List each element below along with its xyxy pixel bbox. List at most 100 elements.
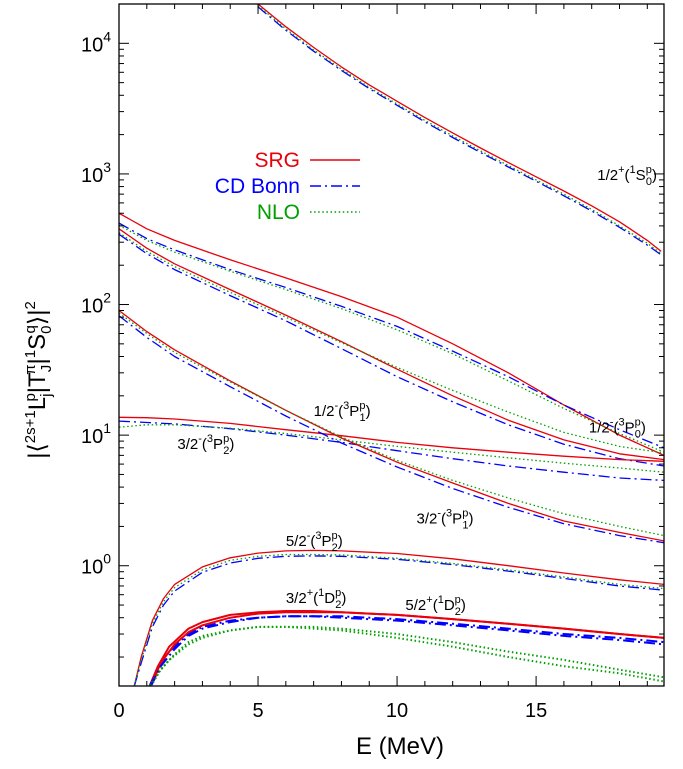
ylabel-sup: q [22,325,39,333]
y-tick-base: 10 [81,165,103,187]
curve-cd-bonn-6 [133,555,664,686]
label-open-paren: ( [202,436,207,453]
curve-nlo-6 [133,553,664,686]
curves-group [119,4,664,686]
legend-label: CD Bonn [215,175,300,198]
channel-label: 3/2-(3Pp 2) [177,433,234,457]
label-parity: + [307,587,313,599]
y-tick-label: 102 [81,290,111,318]
label-open-paren: ( [613,419,618,436]
y-tick-exponent: 1 [103,420,111,436]
label-close-paren: ) [229,436,234,453]
curve-srg-5 [119,309,664,542]
label-j: 3/2 [286,590,307,607]
label-sub: 2 [332,542,338,554]
label-j: 1/2 [597,167,618,184]
label-j: 5/2 [405,597,426,614]
ylabel-bar: | [24,358,51,364]
label-spin: 3 [315,530,321,542]
y-tick-label: 104 [81,28,111,56]
ylabel-sub: 0 [38,325,55,333]
curve-cd-bonn-2 [119,222,664,449]
curve-srg-2 [119,212,664,456]
label-parity: - [610,416,614,428]
label-open-paren: ( [310,533,315,550]
label-sub: 1 [359,412,365,424]
legend-label: NLO [257,201,300,224]
label-orbital: D [324,590,335,607]
label-j: 1/2 [589,419,610,436]
ylabel-T: |T [24,372,51,393]
x-tick-label: 10 [386,700,408,722]
curve-nlo-2 [119,224,664,453]
ylabel-sup: 1 [22,350,39,358]
label-close-paren: ) [338,533,343,550]
ylabel-S: S [24,334,51,350]
plot-area [119,4,664,686]
y-tick-exponent: 3 [103,159,111,175]
label-j: 1/2 [314,403,335,420]
label-open-paren: ( [313,590,318,607]
label-sup-p: p [335,587,341,599]
label-open-paren: ( [441,511,446,528]
curve-srg-1 [257,4,662,252]
x-tick-label: 15 [525,700,547,722]
label-open-paren: ( [625,167,630,184]
channel-label: 3/2-(3Pp 1) [417,508,474,532]
curve-srg-8 [150,611,664,686]
label-sup-p: p [332,530,338,542]
label-orbital: D [444,597,455,614]
label-j: 3/2 [177,436,198,453]
curve-cd-bonn-4 [119,420,664,482]
label-sup-p: p [223,433,229,445]
curve-nlo-7 [148,625,664,686]
plot-frame [118,3,665,687]
x-tick-label: 5 [252,700,263,722]
label-parity: - [307,530,311,542]
curve-srg-6 [133,549,664,686]
label-close-paren: ) [366,403,371,420]
label-sup-p: p [646,164,652,176]
y-tick-label: 103 [81,159,111,187]
channel-labels: 1/2+(1Sp 0)1/2-(3Pp 0)1/2-(3Pp 1)3/2-(3Pp 2)… [177,164,657,618]
curve-nlo-1 [257,5,662,255]
label-parity: - [437,508,441,520]
ylabel-sub: j [38,394,55,398]
label-open-paren: ( [433,597,438,614]
y-tick-base: 10 [81,34,103,56]
label-spin: 1 [318,587,324,599]
ylabel-sub: J [38,365,55,373]
label-sub: 0 [646,176,652,188]
label-close-paren: ) [652,167,657,184]
label-spin: 3 [207,433,213,445]
label-sup-p: p [462,508,468,520]
curve-cd-bonn-8 [150,615,664,686]
curve-cd-bonn-1 [257,6,662,256]
ylabel-sup: p [22,393,39,401]
ylabel-open: |⟨ [24,443,51,459]
ylabel-sup: 2 [22,301,39,309]
label-close-paren: ) [461,597,466,614]
y-tick-exponent: 4 [103,28,111,44]
legend: SRG CD Bonn NLO [215,149,360,224]
y-tick-base: 10 [81,426,103,448]
label-orbital: P [213,436,223,453]
curve-srg-3 [119,228,664,461]
label-j: 3/2 [417,511,438,528]
label-close-paren: ) [341,590,346,607]
ylabel-close: ⟩| [24,310,51,326]
label-parity: + [426,594,432,606]
label-sup-p: p [359,400,365,412]
curve-cd-bonn-7 [148,615,664,686]
channel-label: 1/2+(1Sp 0) [597,164,657,188]
label-spin: 3 [446,508,452,520]
ylabel-L: L [24,397,51,410]
channel-label: 1/2-(3Pp 0) [589,416,646,440]
label-parity: - [198,433,202,445]
legend-label: SRG [254,149,300,172]
ylabel-sup: 2s+1 [22,410,39,443]
label-parity: + [618,164,624,176]
label-sub: 1 [462,520,468,532]
y-tick-base: 10 [81,296,103,318]
